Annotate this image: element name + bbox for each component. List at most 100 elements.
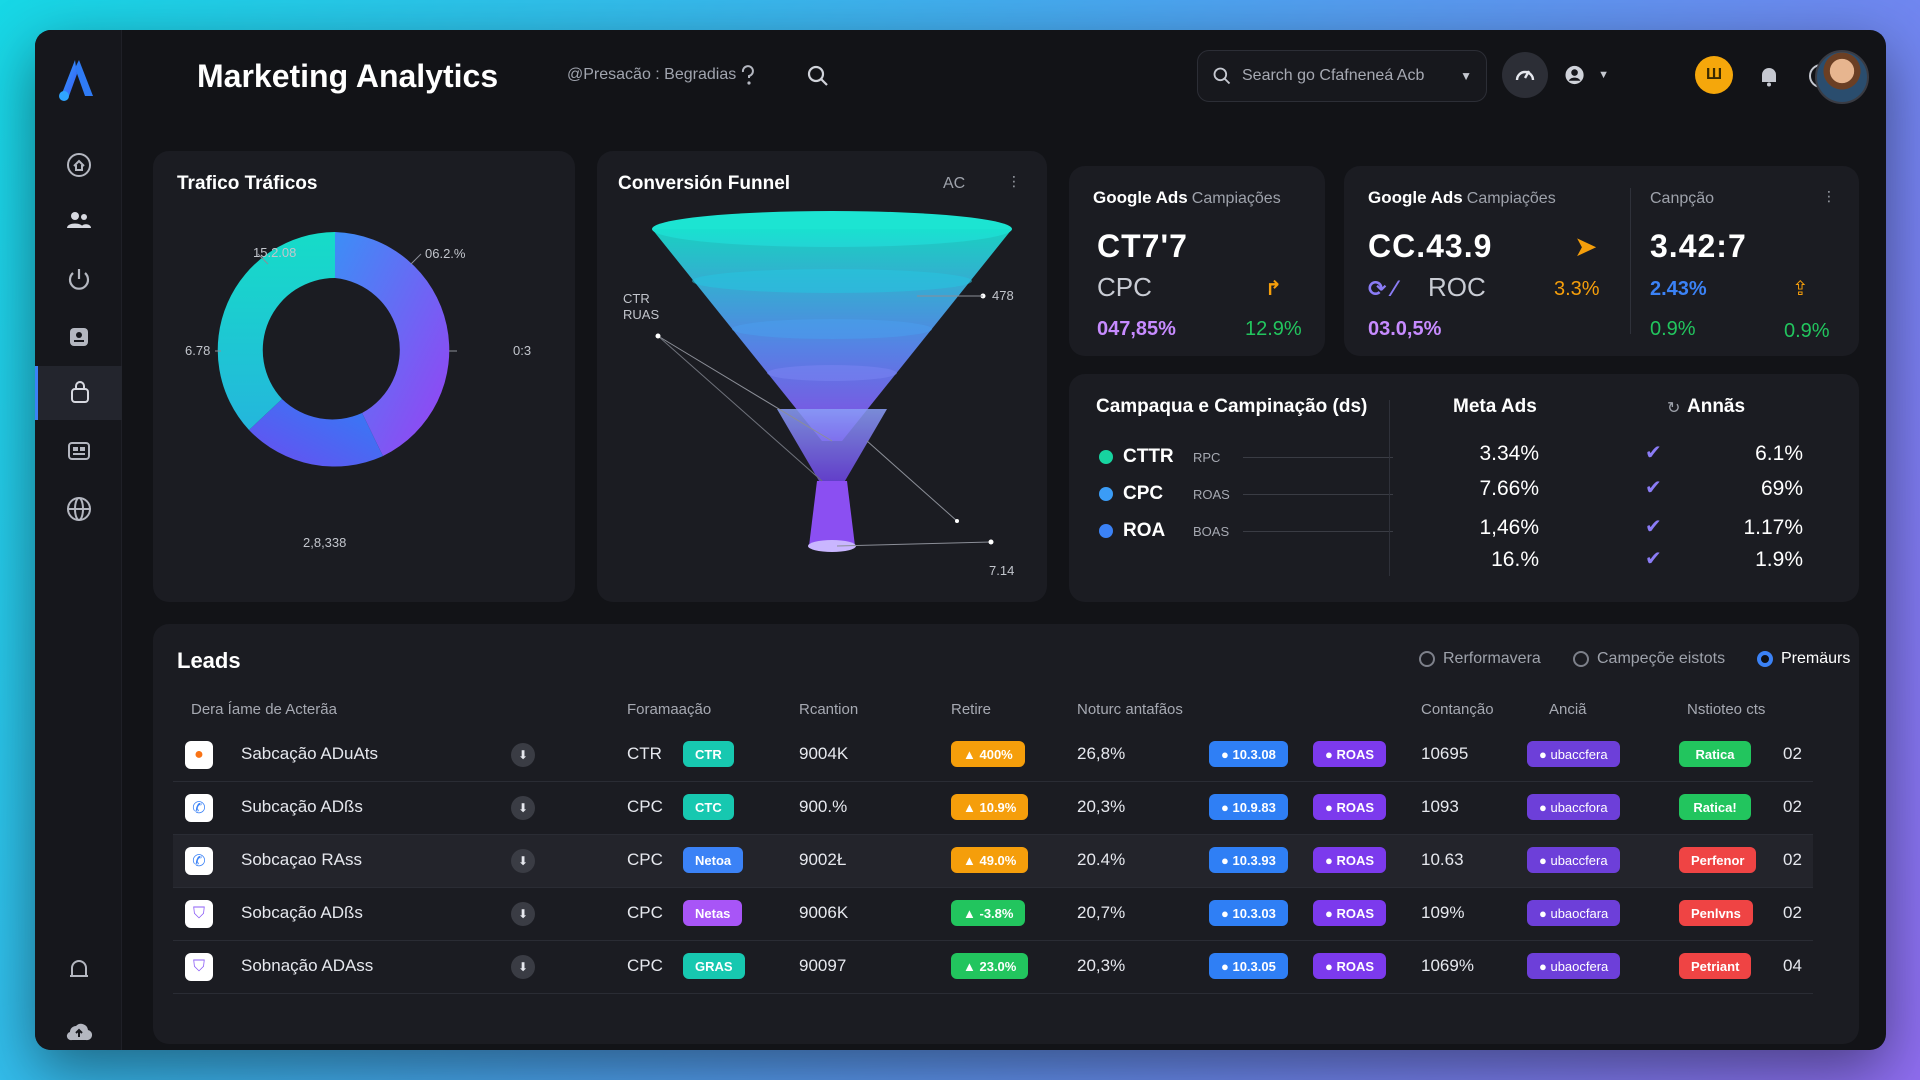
type-badge: Netoa bbox=[683, 847, 744, 873]
global-search[interactable]: ▼ bbox=[1197, 50, 1487, 102]
funnel-stage-3[interactable] bbox=[732, 319, 932, 339]
up-arrow-icon: ▲ bbox=[963, 746, 980, 762]
donut-segment-bottom[interactable] bbox=[249, 399, 383, 467]
legend-item-cpc[interactable]: CPC ROAS bbox=[1099, 483, 1393, 505]
chevron-down-icon[interactable]: ▼ bbox=[1460, 69, 1472, 83]
radio-button[interactable] bbox=[1419, 651, 1435, 667]
lead-name[interactable]: Sobcaçao RAss bbox=[241, 850, 362, 869]
cycle-icon: ⟳ ⁄ bbox=[1368, 276, 1397, 301]
pin-icon: ● bbox=[1221, 799, 1233, 815]
lead-type: CPC bbox=[627, 956, 663, 975]
table-row[interactable]: ● Sabcação ADuAts ⬇ CTR CTR 9004K ▲ 400%… bbox=[173, 729, 1813, 782]
globe-icon bbox=[66, 497, 91, 521]
notifications-button[interactable] bbox=[1753, 60, 1785, 92]
refresh-icon[interactable]: ↻ bbox=[1667, 400, 1681, 417]
donut-segment-right[interactable] bbox=[335, 232, 450, 456]
legend-dot bbox=[1099, 487, 1113, 501]
filter-option-1[interactable]: Rerformavera bbox=[1419, 650, 1541, 668]
sidebar-item-upload[interactable] bbox=[35, 1006, 122, 1050]
download-icon[interactable]: ⬇ bbox=[511, 955, 535, 979]
sidebar-item-notifications[interactable] bbox=[35, 942, 122, 996]
annas-value-2: 69% bbox=[1760, 477, 1803, 500]
filter-option-3[interactable]: Premäurs bbox=[1757, 650, 1850, 668]
profile-menu-button[interactable]: ▼ bbox=[1563, 52, 1609, 98]
radio-button[interactable] bbox=[1573, 651, 1589, 667]
column-header[interactable]: Anciã bbox=[1549, 701, 1587, 718]
sidebar-item-bag[interactable] bbox=[35, 366, 122, 420]
funnel-stage-2[interactable] bbox=[692, 269, 972, 293]
leads-card: Leads Rerformavera Campeçõe eistots Prem… bbox=[153, 624, 1859, 1044]
divider bbox=[1389, 400, 1390, 576]
sidebar-item-home[interactable] bbox=[35, 138, 122, 192]
app-title: Marketing Analytics bbox=[197, 58, 499, 94]
breadcrumb[interactable]: @Presacão : Begradias bbox=[567, 66, 737, 83]
row-app-icon: ✆ bbox=[185, 794, 213, 822]
sidebar-item-layout[interactable] bbox=[35, 424, 122, 478]
download-icon[interactable]: ⬇ bbox=[511, 796, 535, 820]
column-header[interactable]: Retire bbox=[951, 701, 992, 718]
app-logo-icon[interactable] bbox=[53, 56, 101, 104]
legend-tag: RPC bbox=[1193, 449, 1221, 465]
lead-name[interactable]: Sobnação ADAss bbox=[241, 956, 374, 975]
legend-item-cttr[interactable]: CTTR RPC bbox=[1099, 446, 1393, 468]
download-icon[interactable]: ⬇ bbox=[511, 902, 535, 926]
kpi2-col2-big: 3.42:7 bbox=[1650, 228, 1747, 264]
column-header[interactable]: Noturc antafãos bbox=[1077, 701, 1183, 718]
column-header[interactable]: Dera Íame de Acterãa bbox=[191, 701, 337, 718]
more-options-icon[interactable]: ⋮ bbox=[1007, 173, 1021, 189]
annas-title: Annãs bbox=[1687, 396, 1746, 417]
row-app-icon: ⛉ bbox=[185, 900, 213, 928]
search-icon[interactable] bbox=[802, 60, 834, 92]
table-row[interactable]: ⛉ Sobnação ADAss ⬇ CPC GRAS 90097 ▲ 23.0… bbox=[173, 941, 1813, 994]
filter-label: Rerformavera bbox=[1443, 650, 1541, 667]
type-badge: CTC bbox=[683, 794, 734, 820]
ancia-badge: ● ubaocfara bbox=[1527, 900, 1621, 926]
sidebar-item-globe[interactable] bbox=[35, 482, 122, 536]
donut-segment-left[interactable] bbox=[217, 232, 335, 430]
achievement-badge[interactable]: Ш bbox=[1695, 56, 1733, 94]
funnel-label-left: CTR RUAS bbox=[623, 291, 660, 322]
search-input[interactable] bbox=[1242, 67, 1451, 85]
user-circle-icon bbox=[1565, 65, 1584, 85]
more-options-icon[interactable]: ⋮ bbox=[1822, 188, 1836, 204]
sidebar-item-inbox[interactable] bbox=[35, 310, 122, 364]
donut-label-top-left: 15.2.08 bbox=[253, 245, 297, 260]
table-row[interactable]: ✆ Subcação ADßs ⬇ CPC CTC 900.% ▲ 10.9% … bbox=[173, 782, 1813, 835]
kpi1-title-text: Google Ads bbox=[1093, 188, 1188, 207]
pin-icon: ● bbox=[1221, 958, 1233, 974]
lead-name[interactable]: Subcação ADßs bbox=[241, 797, 363, 816]
dot-icon: ● bbox=[1539, 799, 1551, 815]
help-hint-icon[interactable] bbox=[732, 60, 764, 92]
roas-badge: ● ROAS bbox=[1313, 847, 1387, 873]
table-row[interactable]: ⛉ Sobcação ADßs ⬇ CPC Netas 9006K ▲ -3.8… bbox=[173, 888, 1813, 941]
legend-item-roa[interactable]: ROA BOAS bbox=[1099, 520, 1393, 542]
kpi1-pct-left: 047,85% bbox=[1097, 318, 1176, 340]
funnel-stage-4[interactable] bbox=[767, 365, 897, 381]
funnel-stage-5[interactable] bbox=[777, 409, 887, 486]
google-ads-kpi-card[interactable]: Google Ads Campiações CT7'7 CPC ↱ 047,85%… bbox=[1069, 166, 1325, 356]
lead-type: CPC bbox=[627, 903, 663, 922]
analytics-button[interactable] bbox=[1502, 52, 1548, 98]
filter-option-2[interactable]: Campeçõe eistots bbox=[1573, 650, 1725, 668]
lead-name[interactable]: Sabcação ADuAts bbox=[241, 744, 379, 763]
sidebar-item-power[interactable] bbox=[35, 252, 122, 306]
download-icon[interactable]: ⬇ bbox=[511, 849, 535, 873]
ancia-value: ubaccfora bbox=[1550, 799, 1608, 815]
user-avatar[interactable] bbox=[1815, 50, 1869, 104]
column-header[interactable]: Nstioteo cts bbox=[1687, 701, 1766, 718]
download-icon[interactable]: ⬇ bbox=[511, 743, 535, 767]
meta-value-3: 1,46% bbox=[1479, 516, 1539, 539]
radio-button-selected[interactable] bbox=[1757, 651, 1773, 667]
lead-contancao: 1069% bbox=[1421, 956, 1474, 975]
kpi1-pct-right: 12.9% bbox=[1245, 318, 1302, 340]
column-header[interactable]: Foramaação bbox=[627, 701, 712, 718]
table-row[interactable]: ✆ Sobcaçao RAss ⬇ CPC Netoa 9002Ł ▲ 49.0… bbox=[173, 835, 1813, 888]
google-ads-roc-card[interactable]: Google Ads Campiações CC.43.9 ➤ ⟳ ⁄ ROC 3… bbox=[1344, 166, 1859, 356]
column-header[interactable]: Contanção bbox=[1421, 701, 1494, 718]
funnel-tag[interactable]: AC bbox=[943, 175, 966, 192]
roas-badge: ● ROAS bbox=[1313, 741, 1387, 767]
sidebar-item-users[interactable] bbox=[35, 194, 122, 248]
lead-name[interactable]: Sobcação ADßs bbox=[241, 903, 363, 922]
column-header[interactable]: Rcantion bbox=[799, 701, 859, 718]
trend-icon: ⇪ bbox=[1792, 278, 1809, 300]
